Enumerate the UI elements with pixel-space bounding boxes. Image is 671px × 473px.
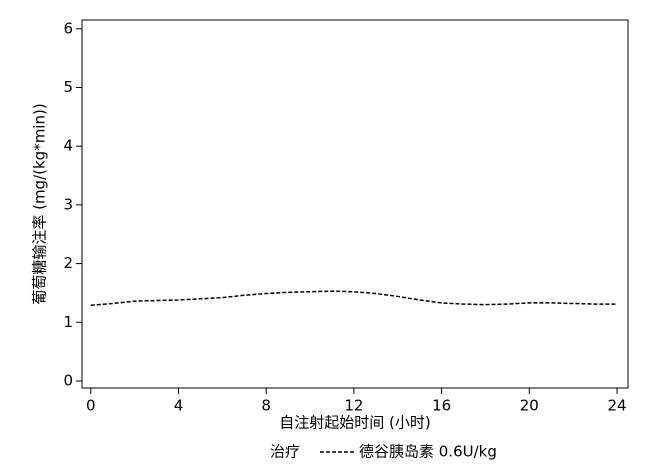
x-tick-label: 8: [261, 397, 271, 415]
y-tick-label: 3: [63, 195, 73, 213]
data-line: [90, 290, 618, 306]
y-tick-label: 4: [63, 137, 73, 155]
y-tick-label: 1: [63, 313, 73, 331]
legend-label: 德谷胰岛素 0.6U/kg: [359, 443, 497, 461]
y-tick-label: 2: [63, 254, 73, 272]
x-tick-label: 20: [520, 397, 539, 415]
y-axis-label: 葡萄糖输注率 (mg/(kg*min)): [31, 103, 49, 304]
plot-frame: [81, 19, 629, 389]
legend-title: 治疗: [270, 443, 300, 461]
x-tick-label: 12: [344, 397, 363, 415]
x-tick-label: 0: [86, 397, 96, 415]
y-tick-label: 5: [63, 78, 73, 96]
x-tick-label: 16: [432, 397, 451, 415]
y-tick-label: 6: [63, 19, 73, 37]
y-tick-label: 0: [63, 371, 73, 389]
x-axis-label: 自注射起始时间 (小时): [279, 414, 430, 432]
x-tick-label: 24: [607, 397, 626, 415]
x-tick-label: 4: [174, 397, 184, 415]
